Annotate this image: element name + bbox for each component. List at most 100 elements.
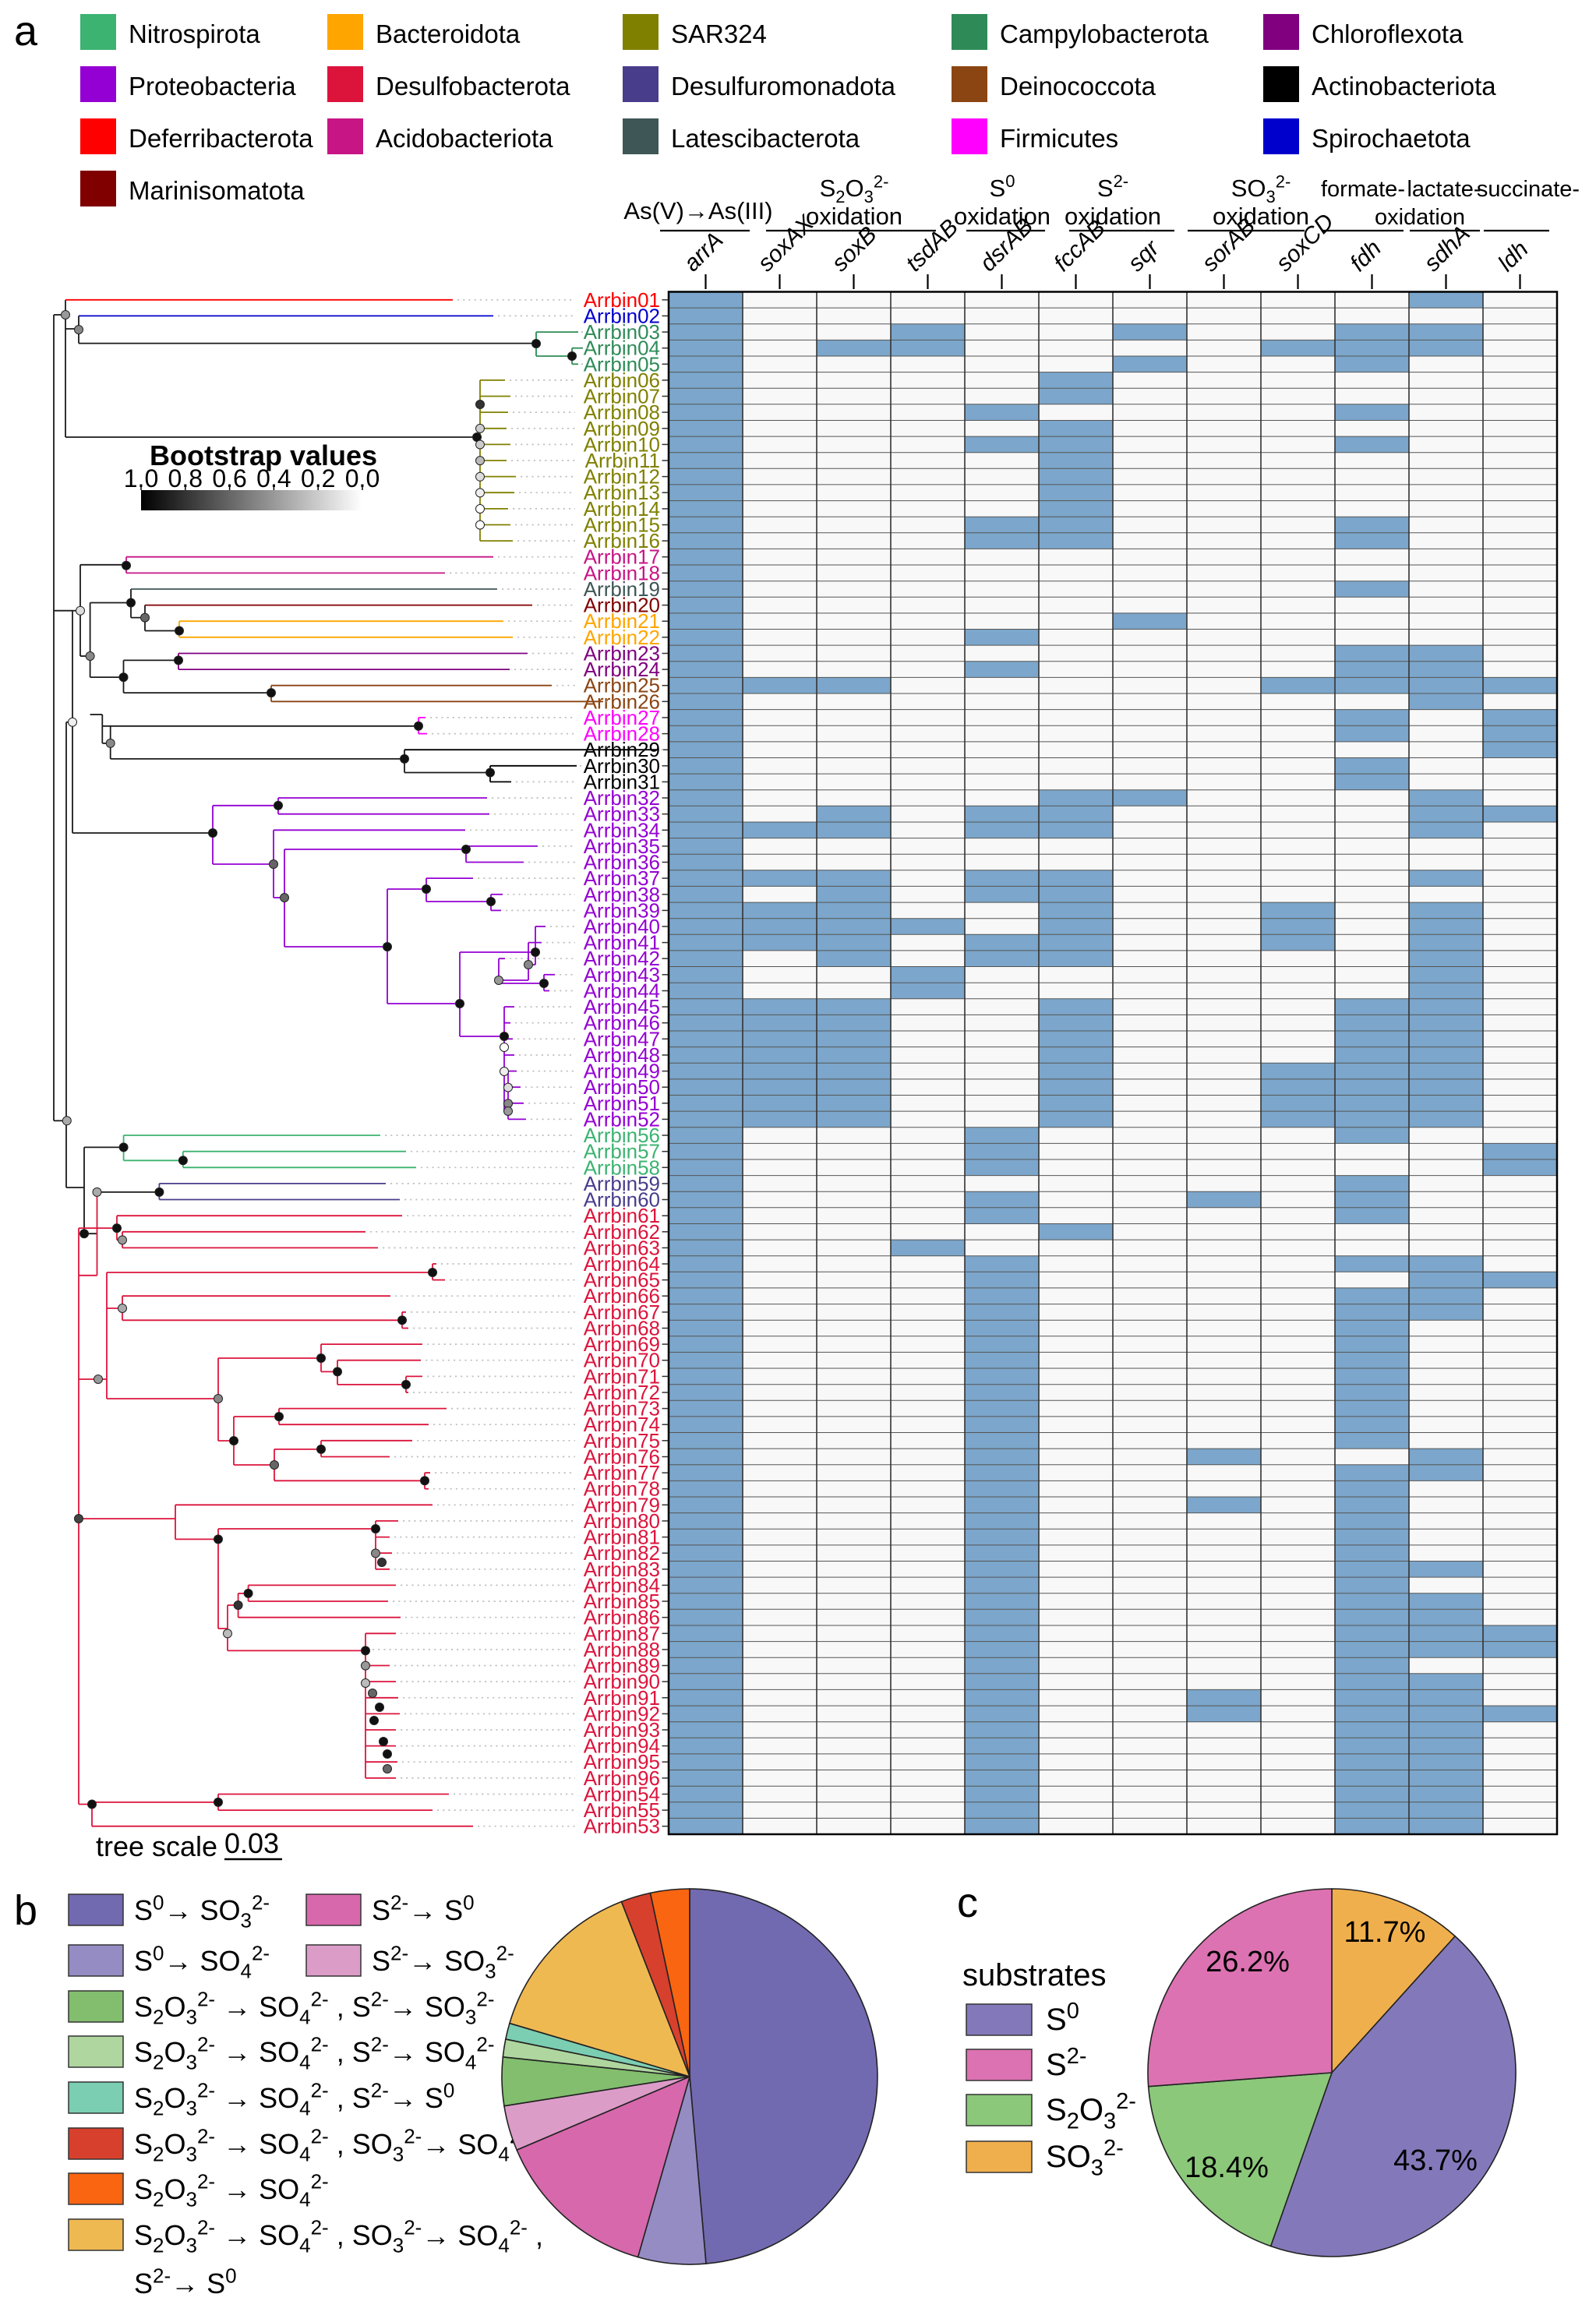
- svg-text:Arrbin31: Arrbin31: [584, 770, 660, 793]
- svg-text:Arrbin49: Arrbin49: [584, 1060, 660, 1083]
- svg-text:Arrbin23: Arrbin23: [584, 642, 660, 665]
- svg-text:Campylobacterota: Campylobacterota: [1000, 19, 1209, 48]
- svg-text:Arrbin04: Arrbin04: [584, 337, 660, 360]
- svg-text:Arrbin73: Arrbin73: [584, 1397, 660, 1420]
- svg-text:Arrbin69: Arrbin69: [584, 1332, 660, 1356]
- svg-text:S2-: S2-: [1046, 2044, 1086, 2082]
- svg-text:Arrbin96: Arrbin96: [584, 1766, 660, 1790]
- svg-text:S0→ SO42-: S0→ SO42-: [134, 1941, 270, 1982]
- svg-text:Arrbin01: Arrbin01: [584, 288, 660, 312]
- svg-text:0.03: 0.03: [224, 1827, 279, 1859]
- svg-text:Arrbin68: Arrbin68: [584, 1317, 660, 1340]
- svg-text:Arrbin15: Arrbin15: [584, 513, 660, 537]
- svg-text:oxidation: oxidation: [1375, 205, 1465, 230]
- svg-text:Deinococcota: Deinococcota: [1000, 72, 1156, 101]
- svg-text:Arrbin65: Arrbin65: [584, 1269, 660, 1292]
- svg-text:Arrbin12: Arrbin12: [584, 465, 660, 489]
- svg-text:Proteobacteria: Proteobacteria: [129, 72, 296, 101]
- svg-text:oxidation: oxidation: [954, 203, 1050, 230]
- svg-text:Arrbin39: Arrbin39: [584, 898, 660, 922]
- svg-text:Desulfuromonadota: Desulfuromonadota: [671, 72, 896, 101]
- svg-text:Arrbin37: Arrbin37: [584, 866, 660, 890]
- svg-text:Arrbin28: Arrbin28: [584, 722, 660, 746]
- svg-text:Arrbin19: Arrbin19: [584, 577, 660, 601]
- svg-text:43.7%: 43.7%: [1393, 2144, 1478, 2177]
- svg-text:Spirochaetota: Spirochaetota: [1312, 124, 1471, 153]
- svg-text:Arrbin86: Arrbin86: [584, 1606, 660, 1629]
- svg-text:Chloroflexota: Chloroflexota: [1312, 19, 1464, 48]
- svg-text:Arrbin72: Arrbin72: [584, 1381, 660, 1404]
- svg-text:b: b: [14, 1887, 37, 1934]
- svg-text:S2-→ S0: S2-→ S0: [372, 1890, 475, 1926]
- svg-text:Arrbin77: Arrbin77: [584, 1461, 660, 1484]
- svg-text:Arrbin35: Arrbin35: [584, 835, 660, 858]
- svg-text:Arrbin63: Arrbin63: [584, 1236, 660, 1259]
- svg-text:Arrbin61: Arrbin61: [584, 1204, 660, 1227]
- svg-text:Arrbin16: Arrbin16: [584, 529, 660, 552]
- svg-text:Arrbin94: Arrbin94: [584, 1735, 660, 1758]
- svg-text:SAR324: SAR324: [671, 19, 767, 48]
- svg-text:Arrbin55: Arrbin55: [584, 1798, 660, 1822]
- svg-text:Arrbin56: Arrbin56: [584, 1124, 660, 1147]
- svg-text:Arrbin52: Arrbin52: [584, 1107, 660, 1131]
- svg-text:Arrbin89: Arrbin89: [584, 1654, 660, 1678]
- svg-text:Deferribacterota: Deferribacterota: [129, 124, 313, 153]
- svg-text:Arrbin76: Arrbin76: [584, 1445, 660, 1469]
- svg-text:Latescibacterota: Latescibacterota: [671, 124, 860, 153]
- svg-text:S2O32-: S2O32-: [820, 171, 889, 206]
- svg-text:Arrbin84: Arrbin84: [584, 1573, 660, 1597]
- svg-text:SO32-: SO32-: [1231, 171, 1291, 206]
- svg-text:Arrbin87: Arrbin87: [584, 1622, 660, 1645]
- svg-text:Arrbin10: Arrbin10: [584, 432, 660, 456]
- svg-text:oxidation: oxidation: [806, 203, 902, 230]
- svg-text:S2-→ S0: S2-→ S0: [134, 2264, 237, 2299]
- svg-text:Arrbin38: Arrbin38: [584, 883, 660, 906]
- svg-text:formate-: formate-: [1321, 177, 1405, 202]
- svg-text:S2-: S2-: [1097, 171, 1128, 202]
- svg-text:Arrbin81: Arrbin81: [584, 1526, 660, 1549]
- svg-text:Marinisomatota: Marinisomatota: [129, 176, 305, 205]
- svg-text:Arrbin41: Arrbin41: [584, 931, 660, 955]
- svg-text:S2O32- → SO42- , S2-→ SO42-: S2O32- → SO42- , S2-→ SO42-: [134, 2032, 494, 2073]
- svg-text:Arrbin22: Arrbin22: [584, 626, 660, 649]
- svg-text:S2O32- → SO42- , S2-→ SO32-: S2O32- → SO42- , S2-→ SO32-: [134, 1987, 494, 2028]
- svg-text:Bootstrap values: Bootstrap values: [150, 439, 377, 471]
- svg-text:Arrbin79: Arrbin79: [584, 1493, 660, 1516]
- svg-text:18.4%: 18.4%: [1185, 2151, 1269, 2184]
- svg-text:substrates: substrates: [962, 1958, 1107, 1992]
- svg-text:Arrbin60: Arrbin60: [584, 1188, 660, 1212]
- svg-text:Arrbin34: Arrbin34: [584, 818, 660, 842]
- svg-text:Arrbin36: Arrbin36: [584, 851, 660, 874]
- svg-text:Acidobacteriota: Acidobacteriota: [376, 124, 553, 153]
- svg-text:Arrbin74: Arrbin74: [584, 1413, 660, 1436]
- svg-text:Arrbin20: Arrbin20: [584, 594, 660, 617]
- svg-text:S2-→ SO32-: S2-→ SO32-: [372, 1941, 514, 1982]
- svg-text:Arrbin57: Arrbin57: [584, 1140, 660, 1163]
- svg-text:S2O32- → SO42- , SO32-→ SO42-: S2O32- → SO42- , SO32-→ SO42- ,: [134, 2215, 543, 2257]
- svg-text:lactate-: lactate-: [1407, 177, 1481, 202]
- svg-text:26.2%: 26.2%: [1206, 1946, 1290, 1978]
- svg-text:Arrbin95: Arrbin95: [584, 1750, 660, 1773]
- svg-text:Arrbin08: Arrbin08: [584, 401, 660, 424]
- svg-text:Arrbin44: Arrbin44: [584, 979, 660, 1003]
- svg-text:Arrbin53: Arrbin53: [584, 1815, 660, 1838]
- svg-text:Arrbin78: Arrbin78: [584, 1477, 660, 1501]
- svg-text:a: a: [14, 8, 38, 55]
- svg-text:Arrbin14: Arrbin14: [584, 497, 660, 521]
- svg-text:Arrbin11: Arrbin11: [585, 449, 660, 472]
- svg-text:As(V)→As(III): As(V)→As(III): [623, 197, 772, 224]
- svg-text:oxidation: oxidation: [1065, 203, 1161, 230]
- svg-text:Arrbin33: Arrbin33: [584, 803, 660, 826]
- svg-text:Arrbin71: Arrbin71: [584, 1364, 660, 1388]
- svg-text:Arrbin51: Arrbin51: [584, 1092, 660, 1115]
- svg-text:Arrbin88: Arrbin88: [584, 1638, 660, 1661]
- svg-text:Arrbin54: Arrbin54: [584, 1783, 660, 1806]
- svg-text:11.7%: 11.7%: [1344, 1916, 1426, 1949]
- svg-text:Actinobacteriota: Actinobacteriota: [1312, 72, 1496, 101]
- svg-text:Arrbin93: Arrbin93: [584, 1718, 660, 1742]
- svg-text:Arrbin13: Arrbin13: [584, 481, 660, 504]
- svg-text:Arrbin02: Arrbin02: [584, 304, 660, 327]
- svg-text:Firmicutes: Firmicutes: [1000, 124, 1118, 153]
- svg-text:Arrbin46: Arrbin46: [584, 1011, 660, 1035]
- svg-text:Arrbin85: Arrbin85: [584, 1590, 660, 1613]
